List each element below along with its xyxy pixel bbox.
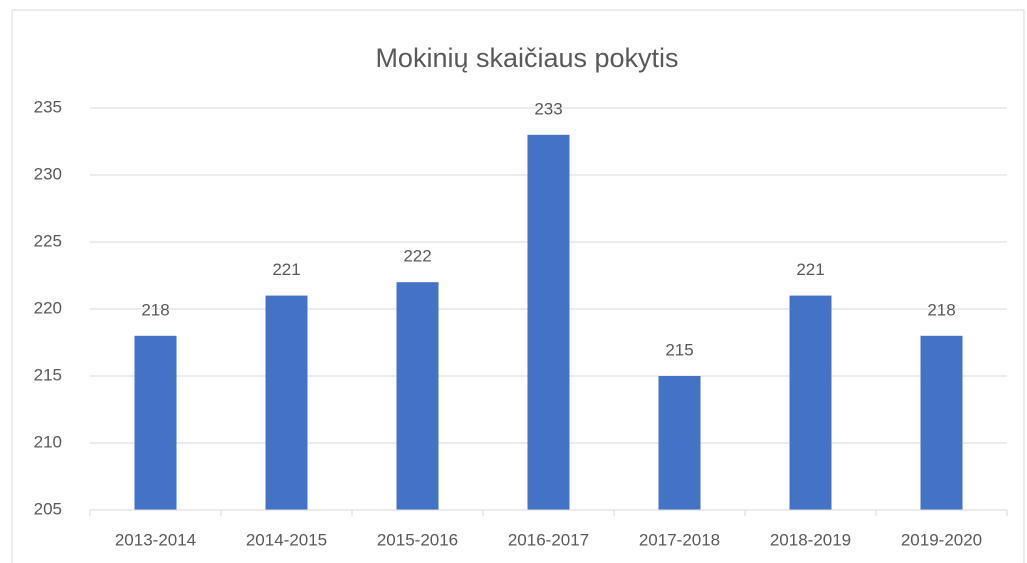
y-tick-label: 225 xyxy=(34,231,62,250)
y-tick-label: 205 xyxy=(34,499,62,518)
data-label: 218 xyxy=(141,300,169,319)
y-tick-label: 215 xyxy=(34,365,62,384)
y-tick-label: 210 xyxy=(34,432,62,451)
data-label: 221 xyxy=(272,260,300,279)
bar xyxy=(396,282,439,510)
bar xyxy=(527,134,570,511)
data-label: 218 xyxy=(927,300,955,319)
bar xyxy=(658,376,701,510)
x-tick-label: 2019-2020 xyxy=(901,530,982,549)
y-tick-label: 230 xyxy=(34,164,62,183)
x-tick-label: 2013-2014 xyxy=(115,530,196,549)
bar xyxy=(265,295,308,510)
data-label: 233 xyxy=(534,99,562,118)
chart-title: Mokinių skaičiaus pokytis xyxy=(375,43,678,73)
x-tick-label: 2017-2018 xyxy=(639,530,720,549)
y-tick-label: 220 xyxy=(34,298,62,317)
x-tick-label: 2018-2019 xyxy=(770,530,851,549)
bar xyxy=(134,335,177,510)
x-tick-label: 2016-2017 xyxy=(508,530,589,549)
data-label: 215 xyxy=(665,340,693,359)
bar xyxy=(789,295,832,510)
data-label: 222 xyxy=(403,247,431,266)
x-tick-label: 2015-2016 xyxy=(377,530,458,549)
chart-frame xyxy=(11,9,1025,563)
x-tick-label: 2014-2015 xyxy=(246,530,327,549)
y-tick-label: 235 xyxy=(34,97,62,116)
bar xyxy=(920,335,963,510)
data-label: 221 xyxy=(796,260,824,279)
